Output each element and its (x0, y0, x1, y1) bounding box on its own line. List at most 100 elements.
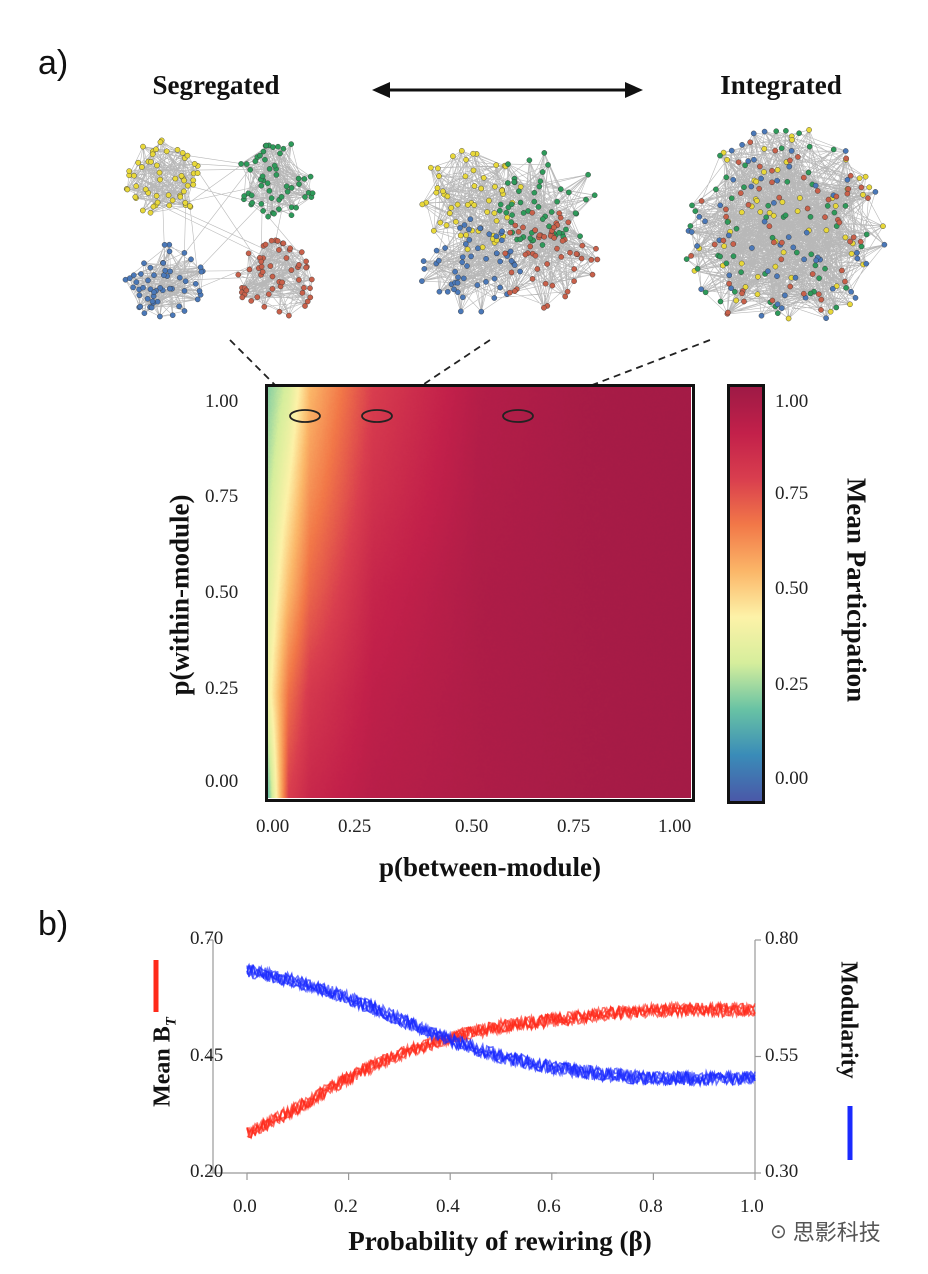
network-node (761, 145, 768, 152)
network-node (145, 277, 151, 284)
network-node (276, 247, 282, 253)
network-node (257, 152, 263, 159)
colorbar-tick: 0.50 (775, 578, 809, 599)
network-node (812, 182, 819, 189)
marker-intermediate (361, 409, 393, 423)
network-node (280, 240, 287, 247)
network-node (499, 228, 505, 234)
network-node (757, 209, 764, 215)
network-node (459, 294, 466, 301)
network-node (563, 226, 569, 233)
network-node (436, 173, 442, 179)
network-node (847, 238, 853, 245)
network-node (458, 147, 465, 154)
network-node (497, 284, 503, 291)
network-node (515, 229, 522, 235)
connector-integrated (526, 339, 711, 411)
network-node (176, 303, 182, 310)
network-node (454, 289, 461, 296)
trace-line (246, 963, 756, 1087)
x-tick: 1.00 (658, 816, 692, 837)
panel-a-label: a) (38, 44, 69, 82)
network-node (258, 258, 265, 265)
network-node (783, 127, 789, 134)
network-node (717, 253, 723, 260)
network-node (467, 216, 474, 222)
network-node (531, 189, 538, 196)
network-node (556, 210, 563, 216)
network-node (144, 295, 151, 302)
network-node (508, 219, 515, 225)
network-node (169, 197, 176, 204)
network-node (307, 173, 314, 180)
network-node (184, 182, 191, 189)
network-node (166, 248, 173, 255)
network-node (775, 310, 781, 317)
network-node (279, 279, 286, 286)
network-node (133, 183, 139, 189)
network-node (758, 175, 764, 182)
network-node (437, 219, 444, 226)
network-node (766, 223, 773, 229)
network-node (497, 258, 504, 265)
network-node (470, 150, 476, 157)
network-node (862, 173, 869, 180)
trace-line (246, 1000, 756, 1139)
network-node (804, 205, 811, 212)
marker-integrated (502, 409, 534, 423)
network-node (493, 217, 500, 224)
network-node (537, 178, 544, 184)
network-intermediate (419, 147, 601, 315)
network-node (260, 148, 267, 155)
network-node (854, 249, 860, 256)
network-node (480, 174, 487, 181)
network-node (269, 273, 276, 280)
heatmap-x-label: p(between-module) (379, 852, 601, 882)
network-node (245, 250, 252, 257)
network-node (454, 279, 461, 286)
network-node (466, 226, 472, 233)
network-node (141, 260, 147, 267)
network-node (454, 201, 461, 208)
network-node (288, 267, 295, 273)
network-node (694, 243, 700, 249)
network-node (542, 280, 549, 287)
right-y-tick: 0.30 (765, 1161, 799, 1182)
network-node (770, 212, 777, 219)
network-node (573, 251, 580, 257)
network-node (797, 195, 803, 201)
network-node (141, 310, 148, 317)
network-node (192, 280, 199, 287)
network-node (761, 218, 768, 225)
network-node (532, 227, 539, 233)
network-node (830, 146, 837, 153)
network-node (299, 290, 306, 296)
network-node (184, 152, 191, 159)
network-node (137, 303, 143, 310)
network-node (687, 223, 694, 229)
network-node (239, 294, 246, 301)
network-node (264, 180, 271, 186)
network-node (293, 204, 299, 211)
network-node (779, 305, 785, 311)
network-node (262, 241, 269, 248)
network-node (182, 278, 189, 285)
network-node (579, 242, 586, 249)
network-node (785, 315, 792, 322)
network-node (865, 195, 871, 201)
network-segregated (122, 137, 316, 320)
trace-line (246, 1002, 756, 1134)
right-y-tick: 0.80 (765, 928, 799, 949)
network-node (758, 312, 765, 319)
network-node (181, 177, 187, 184)
network-node (833, 283, 840, 289)
network-node (477, 225, 483, 232)
network-node (726, 272, 733, 279)
network-node (732, 288, 738, 295)
network-node (261, 303, 268, 310)
connector-intermediate (384, 339, 491, 411)
network-node (468, 253, 474, 260)
network-node (833, 193, 840, 200)
network-node (724, 156, 730, 163)
